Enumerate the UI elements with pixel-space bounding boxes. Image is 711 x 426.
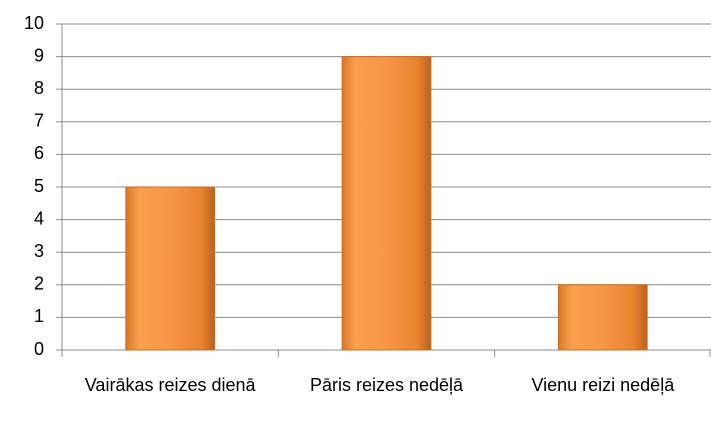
y-tick-label: 6 [34,143,44,163]
x-tick-label: Vienu reizi nedēļā [531,375,675,395]
y-tick-label: 0 [34,339,44,359]
y-tick-label: 2 [34,274,44,294]
y-tick-label: 3 [34,241,44,261]
y-tick-label: 9 [34,45,44,65]
y-tick-label: 4 [34,208,44,228]
y-tick-label: 1 [34,306,44,326]
bar [125,186,216,351]
y-tick-label: 10 [24,13,44,33]
x-tick-label: Vairākas reizes dienā [84,375,256,395]
bar [341,56,432,351]
x-tick-label: Pāris reizes nedēļā [309,375,464,395]
y-tick-label: 5 [34,176,44,196]
y-tick-label: 8 [34,78,44,98]
bar [557,284,648,351]
y-tick-label: 7 [34,111,44,131]
